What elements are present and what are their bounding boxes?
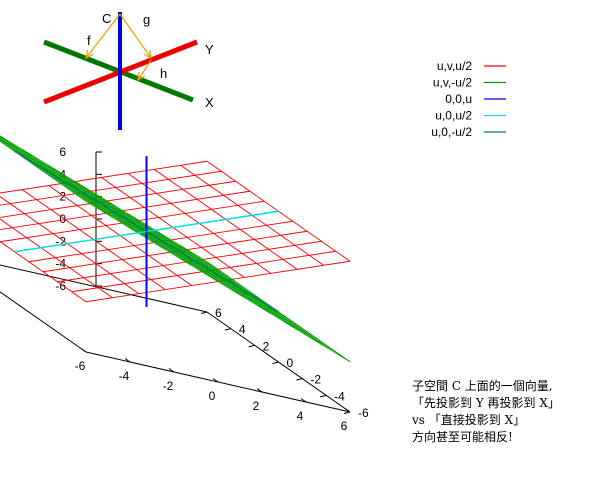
- series-1-meshline-y-8: [0, 137, 236, 283]
- note-line-3: vs 「直接投影到 X」: [412, 413, 526, 427]
- y-tick-label-2: -2: [310, 373, 321, 387]
- series-0-meshline-x-0: [0, 241, 87, 303]
- z-tick-label-0: -6: [55, 279, 66, 293]
- inset-label-c: C: [102, 11, 111, 26]
- z-tick-label-1: -4: [55, 257, 66, 271]
- surfaces: [0, 135, 351, 363]
- legend-entry-1-label: u,v,-u/2: [433, 76, 472, 90]
- arrow-g: [119, 13, 152, 59]
- z-tick-label-3: 0: [59, 212, 66, 226]
- x-tick-label-1: -4: [119, 369, 130, 383]
- arrow-h: [137, 59, 152, 81]
- series-1-meshline-y-10: [0, 135, 208, 263]
- x-tick-label-5: 4: [297, 409, 304, 423]
- note-line-2: 「先投影到 Y 再投影到 X」: [412, 396, 560, 410]
- y-tick-label-3: 0: [287, 356, 294, 370]
- legend-entry-4-label: u,0,-u/2: [431, 125, 472, 139]
- legend-entry-2-label: 0,0,u: [445, 92, 472, 106]
- series-1-mesh: [0, 135, 351, 363]
- series-1-meshline-y-9: [0, 136, 222, 273]
- inset-diagram: C f g h Y X: [43, 11, 214, 130]
- x-tick-5: [300, 398, 307, 403]
- legend-entry-3-label: u,0,u/2: [435, 109, 472, 123]
- series-1-meshline-y-1: [71, 190, 336, 353]
- inset-label-y: Y: [205, 42, 214, 57]
- x-tick-3: [212, 378, 219, 383]
- x-tick-label-2: -2: [163, 379, 174, 393]
- y-tick-1: [320, 394, 327, 398]
- base-back-edge: [0, 264, 208, 313]
- inset-label-h: h: [160, 66, 167, 81]
- series-1-meshline-y-6: [0, 140, 265, 303]
- x-tick-label-6: 6: [341, 419, 348, 433]
- legend-entry-0-label: u,v,u/2: [437, 59, 472, 73]
- x-tick-label-4: 2: [253, 399, 260, 413]
- y-tick-label-4: 2: [263, 339, 270, 353]
- series-1-meshline-y-4: [28, 160, 294, 323]
- legend: u,v,u/2 u,v,-u/2 0,0,u u,0,u/2 u,0,-u/2: [431, 59, 506, 139]
- y-tick-4: [248, 344, 255, 348]
- series-1-meshline-y-7: [0, 139, 251, 293]
- z-tick-label-6: 6: [59, 145, 66, 159]
- series-1-meshline-y-3: [42, 170, 308, 333]
- note-line-4: 方向甚至可能相反!: [412, 430, 513, 444]
- series-1-meshline-y-2: [57, 180, 322, 343]
- x-tick-2: [168, 368, 175, 373]
- x-tick-label-3: 0: [209, 389, 216, 403]
- arrow-g-head: [143, 50, 152, 60]
- x-tick-1: [124, 358, 131, 363]
- series-0-mesh: [0, 160, 351, 303]
- inset-label-f: f: [87, 33, 91, 48]
- arrow-f: [85, 13, 121, 59]
- arrow-f-head: [85, 50, 94, 60]
- x-tick-0: [80, 348, 87, 353]
- arrow-h-head: [137, 71, 146, 82]
- y-tick-5: [224, 328, 231, 331]
- y-tick-3: [272, 361, 279, 364]
- z-tick-label-2: -2: [55, 234, 66, 248]
- y-tick-6: [200, 311, 208, 314]
- z-tick-label-4: 2: [59, 190, 66, 204]
- y-tick-label-1: -4: [334, 389, 345, 403]
- y-tick-2: [296, 378, 303, 381]
- note-line-1: 子空間 C 上面的一個向量,: [412, 379, 553, 393]
- base-back-left-edge: [0, 291, 87, 353]
- inset-label-g: g: [143, 12, 150, 27]
- y-tick-label-6: 6: [215, 306, 222, 320]
- y-tick-0: [343, 411, 351, 414]
- y-tick-label-0: -6: [358, 406, 369, 420]
- x-tick-label-0: -6: [75, 359, 86, 373]
- caption-note: 子空間 C 上面的一個向量, 「先投影到 Y 再投影到 X」 vs 「直接投影到…: [412, 378, 600, 446]
- series-4-line: [14, 150, 279, 313]
- y-tick-label-5: 4: [239, 323, 246, 337]
- series-1-meshline-y-0: [85, 200, 351, 363]
- x-tick-6: [344, 408, 351, 413]
- x-tick-4: [256, 388, 263, 393]
- projection-arrows: [85, 13, 152, 82]
- inset-label-x: X: [205, 95, 214, 110]
